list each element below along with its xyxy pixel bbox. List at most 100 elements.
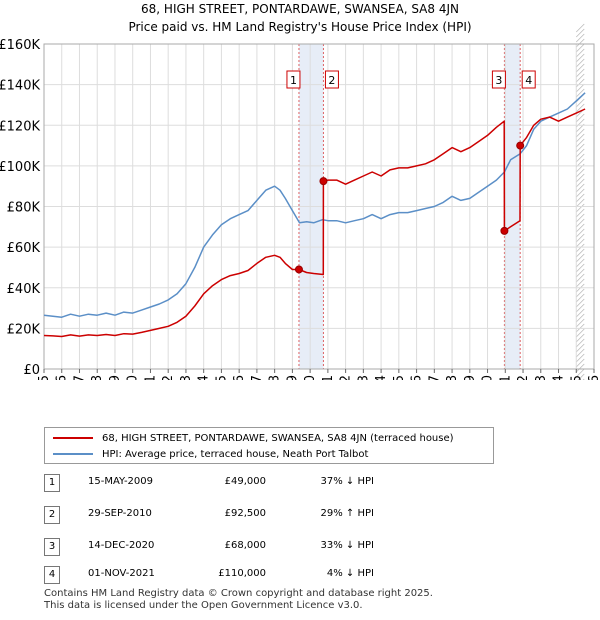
transaction-row: 4 01-NOV-2021 £110,000 4% ↓ HPI: [44, 566, 564, 586]
x-tick-label: 2009: [285, 375, 300, 380]
x-tick-label: 2006: [232, 375, 247, 380]
forecast-hatch-line: [575, 153, 585, 163]
x-tick-label: 2003: [179, 375, 194, 380]
chart-canvas: £0 £20K £40K £60K £80K £100K £120K £140K £160K 19…: [0, 23, 600, 380]
x-tick-label: 2014: [374, 375, 389, 380]
forecast-hatch-line: [575, 353, 585, 363]
transaction-number: 4: [44, 566, 60, 584]
forecast-hatch-line: [575, 28, 585, 38]
forecast-hatch-line: [575, 368, 585, 378]
x-tick-label: 2021: [498, 375, 513, 380]
x-tick-label: 2008: [268, 375, 283, 380]
x-tick-label: 2013: [356, 375, 371, 380]
forecast-hatch-line: [575, 343, 585, 353]
transaction-label-number: 3: [495, 74, 502, 87]
forecast-hatch-line: [575, 263, 585, 273]
forecast-hatch-line: [575, 73, 585, 83]
forecast-hatch-line: [575, 33, 585, 43]
forecast-hatch-line: [575, 178, 585, 188]
forecast-hatch-line: [575, 358, 585, 368]
x-tick-label: 2026: [587, 375, 600, 380]
forecast-hatch-line: [577, 373, 585, 380]
forecast-hatch-line: [575, 78, 585, 88]
forecast-hatch-line: [575, 113, 585, 123]
forecast-hatch-line: [575, 278, 585, 288]
forecast-hatch-line: [575, 58, 585, 68]
forecast-hatch-line: [575, 273, 585, 283]
forecast-hatch-line: [575, 258, 585, 268]
transaction-hpi: 37% ↓ HPI: [320, 476, 374, 487]
forecast-hatch-line: [575, 193, 585, 203]
legend: 68, HIGH STREET, PONTARDAWE, SWANSEA, SA…: [44, 427, 494, 464]
x-tick-label: 2007: [250, 375, 265, 380]
transaction-point: [500, 226, 509, 235]
x-tick-label: 2017: [427, 375, 442, 380]
forecast-hatch-line: [575, 83, 585, 93]
forecast-hatch-line: [575, 163, 585, 173]
forecast-hatch-line: [575, 318, 585, 328]
transaction-number: 3: [44, 538, 60, 556]
x-tick-label: 2002: [161, 375, 176, 380]
forecast-hatch-line: [575, 218, 585, 228]
forecast-hatch-line: [575, 143, 585, 153]
y-tick-label: £140K: [0, 79, 40, 94]
x-tick-label: 1996: [55, 375, 70, 380]
chart-title-line2: Price paid vs. HM Land Registry's House …: [128, 20, 472, 34]
transaction-number: 2: [44, 506, 60, 524]
transaction-hpi: 29% ↑ HPI: [320, 508, 374, 519]
forecast-hatch-line: [575, 203, 585, 213]
transaction-number: 1: [44, 474, 60, 492]
transaction-point: [516, 141, 525, 150]
forecast-hatch-line: [575, 348, 585, 358]
transaction-point: [319, 177, 328, 186]
x-tick-label: 2022: [516, 375, 531, 380]
y-tick-label: £160K: [0, 38, 40, 53]
transaction-price: £92,500: [224, 508, 266, 519]
forecast-hatch-line: [575, 233, 585, 243]
legend-swatch-property: [53, 437, 93, 439]
forecast-hatch-line: [575, 133, 585, 143]
chart-title-line1: 68, HIGH STREET, PONTARDAWE, SWANSEA, SA…: [141, 2, 459, 16]
x-tick-label: 2025: [569, 375, 584, 380]
x-tick-label: 2005: [214, 375, 229, 380]
legend-label-hpi: HPI: Average price, terraced house, Neat…: [102, 448, 369, 460]
forecast-hatch-line: [575, 298, 585, 308]
x-tick-label: 2024: [552, 375, 567, 380]
transaction-label-frame: [491, 70, 506, 89]
x-tick-label: 2016: [410, 375, 425, 380]
transaction-date: 15-MAY-2009: [88, 476, 154, 487]
forecast-hatch-line: [575, 183, 585, 193]
forecast-hatch-line: [575, 248, 585, 258]
transaction-label-number: 2: [328, 74, 335, 87]
transaction-hpi: 33% ↓ HPI: [320, 540, 374, 551]
forecast-hatch-line: [575, 48, 585, 58]
forecast-hatch-line: [575, 303, 585, 313]
forecast-hatch-line: [575, 173, 585, 183]
forecast-hatch-line: [575, 38, 585, 48]
forecast-hatch-line: [575, 168, 585, 178]
x-tick-label: 2015: [392, 375, 407, 380]
legend-label-property: 68, HIGH STREET, PONTARDAWE, SWANSEA, SA…: [102, 432, 454, 444]
x-tick-label: 2018: [445, 375, 460, 380]
forecast-hatch-line: [575, 23, 585, 33]
forecast-hatch-line: [575, 313, 585, 323]
forecast-hatch-line: [575, 228, 585, 238]
forecast-hatch-line: [575, 63, 585, 73]
forecast-hatch-line: [575, 198, 585, 208]
forecast-hatch-line: [575, 363, 585, 373]
transaction-price: £49,000: [224, 476, 266, 487]
x-tick-label: 2000: [126, 375, 141, 380]
forecast-hatch-line: [575, 88, 585, 98]
transaction-label-frame: [324, 70, 339, 89]
y-tick-label: £20K: [7, 322, 41, 337]
x-tick-label: 2019: [463, 375, 478, 380]
forecast-hatch-line: [575, 53, 585, 63]
forecast-hatch-line: [575, 338, 585, 348]
forecast-hatch-line: [575, 188, 585, 198]
transaction-row: 2 29-SEP-2010 £92,500 29% ↑ HPI: [44, 506, 564, 526]
transaction-label-frame: [286, 70, 301, 89]
forecast-hatch-line: [575, 138, 585, 148]
plot-frame: [43, 43, 595, 370]
y-tick-label: £100K: [0, 160, 40, 175]
footer-licence: This data is licensed under the Open Gov…: [44, 600, 363, 611]
